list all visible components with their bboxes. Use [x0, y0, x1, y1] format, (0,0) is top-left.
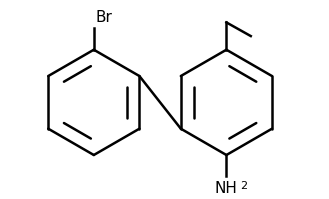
Text: 2: 2 — [240, 181, 247, 191]
Text: NH: NH — [215, 181, 238, 196]
Text: Br: Br — [96, 10, 113, 25]
